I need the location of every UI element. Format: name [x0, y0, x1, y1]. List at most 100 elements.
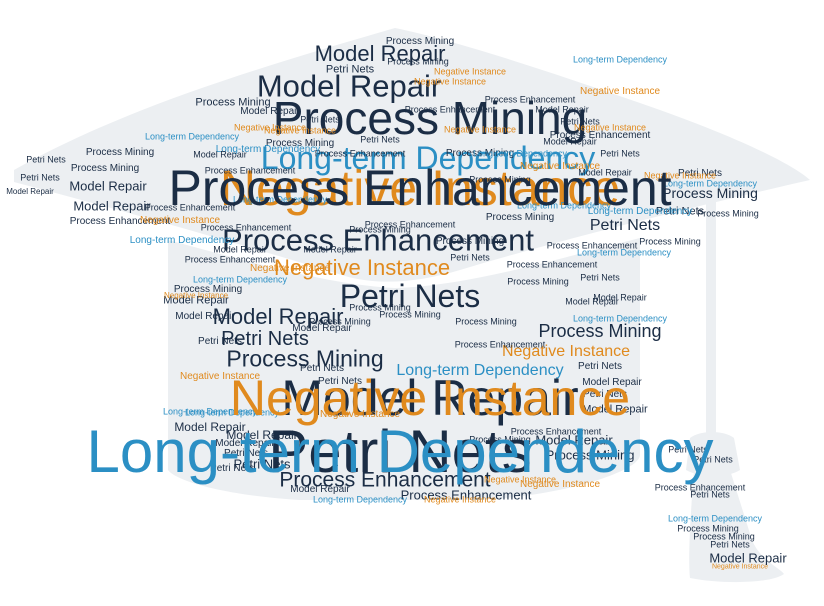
word-process-enhancement: Process Enhancement — [510, 426, 602, 437]
word-process-mining: Process Mining — [469, 174, 531, 185]
word-negative-instance: Negative Instance — [643, 170, 717, 181]
word-process-mining: Process Mining — [639, 236, 701, 247]
cap-crown — [168, 238, 640, 500]
word-long-term-dependency: Long-term Dependency — [572, 313, 668, 324]
word-negative-instance: Negative Instance — [263, 125, 337, 136]
word-negative-instance: Negative Instance — [139, 215, 221, 226]
word-process-enhancement: Process Enhancement — [404, 104, 496, 115]
word-process-mining: Process Mining — [538, 321, 662, 341]
word-process-mining: Process Mining — [445, 148, 515, 159]
word-petri-nets: Petri Nets — [710, 539, 750, 550]
cap-board — [14, 28, 810, 282]
word-model-repair: Model Repair — [175, 311, 235, 322]
word-long-term-dependency: Long-term Dependency — [576, 247, 672, 258]
word-negative-instance: Negative Instance — [519, 161, 601, 172]
word-model-repair: Model Repair — [543, 136, 597, 147]
word-petri-nets: Petri Nets — [693, 454, 733, 465]
tassel-knot — [686, 432, 740, 476]
word-negative-instance: Negative Instance — [711, 563, 769, 571]
tassel-fringe — [689, 470, 784, 583]
word-process-mining: Process Mining — [226, 345, 384, 372]
word-petri-nets: Petri Nets — [678, 168, 722, 179]
word-negative-instance: Negative Instance — [249, 263, 331, 274]
word-long-term-dependency: Long-term Dependency — [667, 513, 763, 524]
word-process-enhancement: Process Enhancement — [484, 94, 576, 105]
word-model-repair: Model Repair — [535, 104, 589, 115]
word-model-repair: Model Repair — [578, 167, 632, 178]
word-process-enhancement: Process Enhancement — [654, 482, 746, 493]
word-petri-nets: Petri Nets — [20, 172, 60, 183]
word-process-enhancement: Process Enhancement — [279, 468, 491, 492]
word-process-enhancement: Process Enhancement — [400, 487, 532, 503]
word-negative-instance: Negative Instance — [413, 76, 487, 87]
word-petri-nets: Petri Nets — [690, 489, 730, 500]
word-process-enhancement: Process Enhancement — [144, 202, 236, 213]
word-petri-nets: Petri Nets — [210, 463, 254, 474]
word-process-mining: Process Mining — [379, 309, 441, 320]
word-petri-nets: Petri Nets — [655, 205, 705, 218]
word-long-term-dependency: Long-term Dependency — [215, 144, 321, 155]
word-process-enhancement: Process Enhancement — [549, 130, 651, 141]
word-process-mining: Process Mining — [677, 523, 739, 534]
word-process-enhancement: Process Enhancement — [184, 254, 276, 265]
word-model-repair: Model Repair — [582, 377, 642, 388]
word-petri-nets: Petri Nets — [583, 389, 627, 400]
word-model-repair: Model Repair — [303, 244, 357, 255]
word-negative-instance: Negative Instance — [229, 370, 631, 426]
word-process-mining: Process Mining — [173, 284, 243, 295]
word-petri-nets: Petri Nets — [339, 278, 481, 314]
word-process-enhancement: Process Enhancement — [454, 339, 546, 350]
word-process-mining: Process Mining — [697, 208, 759, 219]
word-process-mining: Process Mining — [662, 185, 758, 201]
word-process-enhancement: Process Enhancement — [364, 219, 456, 230]
word-petri-nets: Petri Nets — [221, 328, 309, 350]
word-model-repair: Model Repair — [292, 323, 352, 334]
word-negative-instance: Negative Instance — [423, 494, 497, 505]
word-petri-nets: Petri Nets — [600, 148, 640, 159]
word-petri-nets: Petri Nets — [325, 63, 375, 76]
word-negative-instance: Negative Instance — [579, 86, 661, 97]
word-process-mining: Process Mining — [545, 447, 635, 463]
word-petri-nets: Petri Nets — [450, 252, 490, 263]
word-petri-nets: Petri Nets — [580, 272, 620, 283]
word-long-term-dependency: Long-term Dependency — [312, 494, 408, 505]
word-model-repair: Model Repair — [709, 550, 787, 566]
word-model-repair: Model Repair — [6, 187, 54, 196]
word-process-mining: Process Mining — [265, 138, 335, 149]
word-process-mining: Process Mining — [455, 316, 517, 327]
word-process-mining: Process Mining — [385, 36, 455, 47]
word-petri-nets: Petri Nets — [318, 376, 362, 387]
word-model-repair: Model Repair — [281, 370, 579, 426]
word-process-enhancement: Process Enhancement — [222, 222, 534, 258]
word-model-repair: Model Repair — [240, 106, 300, 117]
word-negative-instance: Negative Instance — [433, 66, 507, 77]
word-long-term-dependency: Long-term Dependency — [144, 131, 240, 142]
word-model-repair: Model Repair — [213, 244, 267, 255]
word-process-mining: Process Mining — [349, 302, 411, 313]
word-long-term-dependency: Long-term Dependency — [129, 235, 235, 246]
word-petri-nets: Petri Nets — [224, 448, 268, 459]
word-model-repair: Model Repair — [290, 484, 350, 495]
word-long-term-dependency: Long-term Dependency — [162, 406, 258, 417]
word-long-term-dependency: Long-term Dependency — [232, 194, 328, 205]
word-model-repair: Model Repair — [226, 428, 298, 442]
word-long-term-dependency: Long-term Dependency — [184, 407, 280, 418]
word-long-term-dependency: Long-term Dependency — [587, 206, 693, 217]
word-process-mining: Process Mining — [387, 56, 449, 67]
word-process-enhancement: Process Enhancement — [314, 148, 406, 159]
word-model-repair: Model Repair — [256, 68, 442, 104]
word-model-repair: Model Repair — [582, 403, 648, 416]
word-long-term-dependency: Long-term Dependency — [572, 54, 668, 65]
word-process-enhancement: Process Enhancement — [204, 165, 296, 176]
word-negative-instance: Negative Instance — [163, 291, 229, 300]
word-process-enhancement: Process Enhancement — [546, 240, 638, 251]
word-model-repair: Model Repair — [565, 296, 619, 307]
word-process-mining: Process Mining — [507, 276, 569, 287]
word-long-term-dependency: Long-term Dependency — [86, 418, 714, 485]
word-negative-instance: Negative Instance — [273, 255, 451, 280]
word-petri-nets: Petri Nets — [360, 134, 400, 145]
word-process-mining: Process Mining — [272, 92, 588, 144]
